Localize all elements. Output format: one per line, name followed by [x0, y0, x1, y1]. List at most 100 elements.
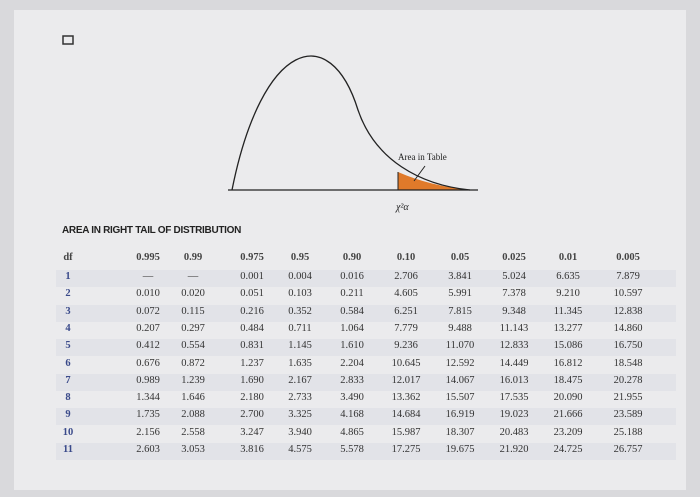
- table-cell: 20.278: [613, 374, 643, 386]
- table-cell: 0.010: [136, 288, 160, 300]
- table-cell: 2.603: [136, 444, 160, 455]
- table-cell: 18.475: [553, 374, 583, 386]
- table-cell: 24.725: [553, 444, 583, 455]
- df-cell: 4: [65, 322, 71, 334]
- table-cell: 0.004: [288, 271, 312, 282]
- table-cell: 5.024: [502, 271, 526, 282]
- table-title: AREA IN RIGHT TAIL OF DISTRIBUTION: [62, 225, 242, 236]
- table-cell: 0.584: [340, 305, 364, 317]
- table-cell: 2.088: [181, 409, 205, 421]
- callout-text: Area in Table: [398, 152, 447, 162]
- column-header: 0.005: [616, 252, 640, 263]
- table-cell: 15.987: [391, 426, 421, 438]
- table-cell: 1.237: [240, 357, 264, 369]
- column-header: 0.10: [396, 252, 416, 263]
- axis-label: χ²α: [395, 202, 409, 213]
- callout-arrow: [413, 165, 426, 182]
- table-cell: 3.053: [181, 444, 205, 455]
- table-cell: 12.838: [613, 305, 643, 317]
- table-cell: 0.554: [181, 340, 205, 352]
- row-band: [56, 304, 676, 322]
- column-header: 0.025: [502, 252, 526, 263]
- table-cell: 14.067: [445, 374, 475, 386]
- table-cell: 7.879: [616, 271, 640, 282]
- table-cell: 11.143: [499, 322, 529, 334]
- table-cell: 0.115: [181, 305, 205, 317]
- table-cell: 20.483: [499, 426, 529, 438]
- table-cell: 0.216: [240, 305, 264, 317]
- table-cell: 0.676: [136, 357, 160, 369]
- table-cell: 0.051: [240, 288, 264, 300]
- table-cell: 1.610: [340, 340, 364, 352]
- table-cell: 3.247: [240, 426, 264, 438]
- table-cell: 25.188: [613, 426, 643, 438]
- table-cell: 13.277: [553, 322, 583, 334]
- table-cell: 6.635: [556, 271, 580, 282]
- table-cell: 15.086: [553, 340, 583, 352]
- table-cell: 9.210: [556, 288, 580, 300]
- table-cell: 0.211: [340, 288, 364, 300]
- row-band: [56, 270, 676, 287]
- df-cell: 3: [65, 305, 71, 317]
- table-cell: —: [142, 271, 154, 282]
- table-cell: 2.204: [340, 357, 364, 369]
- table-cell: 11.345: [553, 305, 583, 317]
- table-cell: 17.275: [391, 444, 421, 455]
- table-cell: 4.575: [288, 444, 312, 455]
- table-cell: 0.072: [136, 305, 160, 317]
- table-cell: 21.666: [553, 409, 583, 421]
- table-cell: 7.779: [394, 322, 418, 334]
- table-cell: 4.865: [340, 426, 364, 438]
- table-cell: —: [187, 271, 199, 282]
- table-cell: 14.449: [499, 357, 529, 369]
- df-cell: 11: [63, 444, 73, 455]
- table-cell: 1.239: [181, 374, 205, 386]
- table-cell: 0.297: [181, 322, 205, 334]
- table-cell: 3.325: [288, 409, 312, 421]
- table-cell: 5.578: [340, 444, 364, 455]
- density-curve: [231, 55, 471, 191]
- table-cell: 16.013: [499, 374, 529, 386]
- table-cell: 7.378: [502, 288, 526, 300]
- table-cell: 0.020: [181, 288, 205, 300]
- table-cell: 0.103: [288, 288, 312, 300]
- table-cell: 10.597: [613, 288, 643, 300]
- table-cell: 2.558: [181, 426, 205, 438]
- table-cell: 16.750: [613, 340, 643, 352]
- table-cell: 0.989: [136, 374, 160, 386]
- df-cell: 1: [65, 271, 71, 282]
- df-cell: 6: [65, 357, 71, 369]
- df-cell: 5: [65, 340, 71, 352]
- column-header: df: [63, 252, 73, 263]
- table-cell: 1.635: [288, 357, 312, 369]
- table-cell: 18.548: [613, 357, 643, 369]
- table-cell: 3.816: [240, 444, 264, 455]
- column-header: 0.01: [558, 252, 578, 263]
- table-cell: 11.070: [445, 340, 475, 352]
- row-band: [56, 443, 676, 460]
- tail-area: [398, 172, 470, 190]
- table-cell: 26.757: [613, 444, 643, 455]
- table-cell: 2.180: [240, 392, 264, 404]
- row-band: [56, 373, 676, 391]
- table-cell: 1.735: [136, 409, 160, 421]
- table-cell: 18.307: [445, 426, 475, 438]
- table-cell: 2.700: [240, 409, 264, 421]
- table-cell: 0.484: [240, 322, 264, 334]
- table-cell: 1.690: [240, 374, 264, 386]
- table-cell: 23.589: [613, 409, 643, 421]
- table-cell: 2.156: [136, 426, 160, 438]
- table-cell: 13.362: [391, 392, 421, 404]
- table-cell: 2.733: [288, 392, 312, 404]
- table-cell: 4.605: [394, 288, 418, 300]
- table-cell: 0.711: [288, 322, 312, 334]
- table-cell: 6.251: [394, 305, 418, 317]
- table-cell: 20.090: [553, 392, 583, 404]
- df-cell: 10: [62, 426, 74, 438]
- table-cell: 16.919: [445, 409, 475, 421]
- table-cell: 1.145: [288, 340, 312, 352]
- table-cell: 7.815: [448, 305, 472, 317]
- table-cell: 1.064: [340, 322, 364, 334]
- table-cell: 0.831: [240, 340, 264, 352]
- column-header: 0.99: [183, 252, 203, 263]
